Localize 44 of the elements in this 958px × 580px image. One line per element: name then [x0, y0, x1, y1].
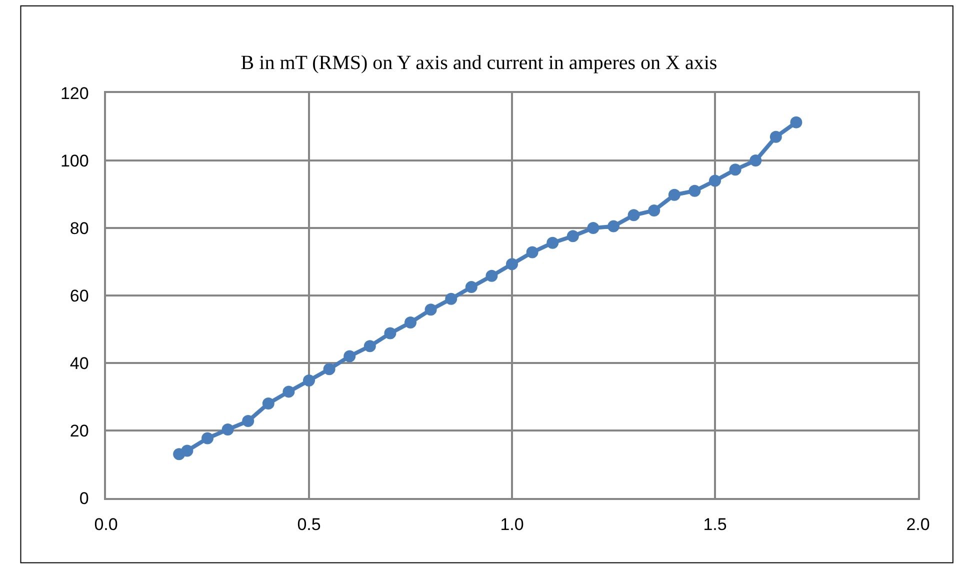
point — [688, 184, 701, 197]
point — [424, 304, 437, 316]
point — [668, 188, 680, 201]
point — [486, 270, 498, 282]
point — [770, 130, 782, 143]
x-tick-label: 1.0 — [500, 515, 524, 534]
y-tick-label: 40 — [70, 354, 89, 373]
point — [465, 281, 478, 294]
y-tick-label: 20 — [70, 421, 89, 440]
point — [364, 340, 376, 352]
point — [628, 209, 640, 222]
x-tick-label: 0.5 — [297, 515, 321, 534]
x-tick-label: 1.5 — [703, 515, 727, 534]
point — [222, 423, 234, 436]
y-tick-label: 0 — [79, 488, 89, 508]
point — [608, 220, 620, 232]
point — [303, 374, 315, 387]
point — [546, 236, 559, 249]
point — [242, 415, 254, 428]
point — [709, 174, 721, 187]
y-tick-label: 80 — [70, 218, 89, 238]
point — [384, 327, 396, 340]
point — [445, 292, 458, 305]
point — [262, 398, 274, 410]
y-tick-label: 100 — [60, 151, 89, 170]
point — [587, 222, 600, 234]
point — [750, 154, 762, 166]
y-tick-label: 120 — [60, 84, 89, 103]
point — [566, 230, 579, 242]
chart-title: B in mT (RMS) on Y axis and current in amperes on X axis — [240, 52, 718, 74]
point — [404, 316, 416, 328]
point — [526, 246, 538, 258]
x-tick-label: 2.0 — [906, 515, 930, 534]
point — [344, 350, 356, 362]
point — [790, 116, 802, 128]
point — [282, 386, 295, 398]
point — [323, 363, 336, 376]
point — [181, 444, 194, 457]
point — [506, 258, 518, 270]
point — [648, 204, 660, 216]
y-tick-label: 60 — [70, 286, 89, 306]
point — [202, 432, 214, 444]
x-tick-label: 0.0 — [94, 515, 118, 534]
point — [729, 164, 742, 176]
